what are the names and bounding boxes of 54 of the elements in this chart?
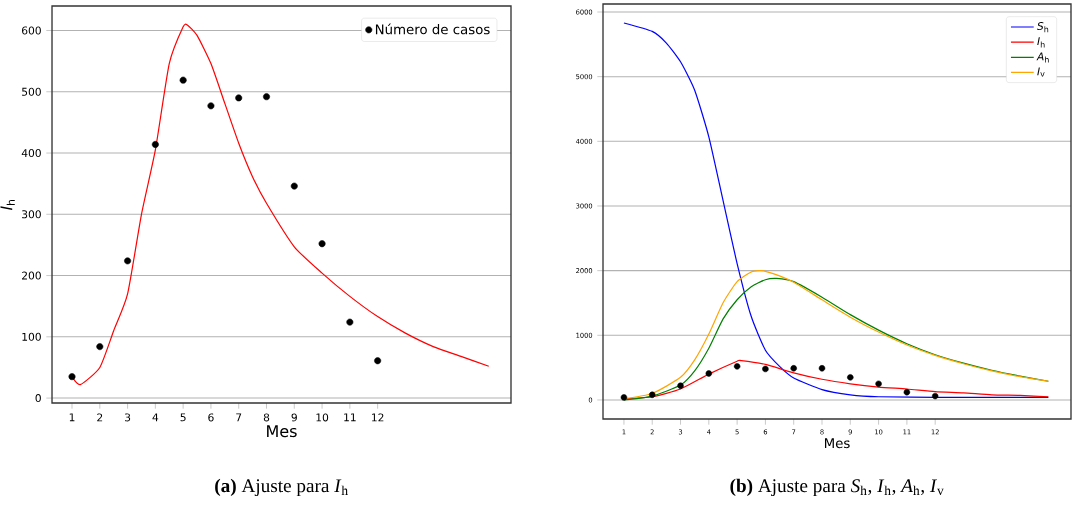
point [847,374,854,381]
point [290,182,298,190]
x-tick-label: 8 [263,413,270,422]
point [96,343,104,351]
legend-label: I$_{v}$ [1037,67,1045,77]
x-tick-label: 4 [152,413,159,422]
x-tick-label: 2 [97,413,103,422]
x-tick-label: 11 [344,413,356,422]
x-axis-title: Mes [267,425,297,438]
legend-label: Número de casos [375,23,490,35]
point [207,102,215,110]
y-tick-label: 600 [22,26,41,35]
line-series [623,22,1049,399]
point [705,370,713,377]
x-tick-label: 5 [180,413,186,422]
point [179,76,187,84]
text: (a) Ajuste para I$_{h}$ [215,478,348,497]
point [733,363,741,370]
point [818,365,826,372]
point [649,391,656,399]
point [124,257,132,265]
point [263,93,270,101]
point [151,140,159,148]
y-tick-label: 200 [22,271,41,280]
y-tick-label: 300 [22,210,41,219]
point [346,318,354,326]
point [931,392,939,400]
x-tick-label: 12 [372,413,384,422]
x-tick-label: 6 [208,413,214,422]
x-tick-label: 10 [316,413,329,422]
point [68,373,76,381]
y-tick-label: 400 [21,148,41,158]
point [790,365,797,372]
y-tick-label: 500 [22,87,41,96]
y-axis-title: I$_{h}$ [0,199,15,211]
x-tick-label: 9 [291,413,297,422]
chart-title: (b) Ajuste para S$_{h}$, I$_{h}$, A$_{h}$, I$_{v}$ [730,478,944,497]
legend-label: I$_{h}$ [1037,37,1045,48]
y-tick-label: 100 [22,332,41,341]
point [620,394,628,401]
point [318,240,326,248]
point [677,382,684,389]
x-tick-label: 7 [236,413,242,422]
y-tick-label: 0 [35,394,41,403]
x-tick-label: 3 [125,413,131,422]
x-axis-title: Mes [824,438,850,449]
legend-label: S$_{h}$ [1037,22,1049,33]
point [762,365,769,373]
legend-label: A$_{h}$ [1036,52,1049,63]
point [875,380,882,388]
x-tick-label: 1 [69,413,75,422]
point [903,389,911,396]
point [374,357,382,365]
point [235,94,243,102]
